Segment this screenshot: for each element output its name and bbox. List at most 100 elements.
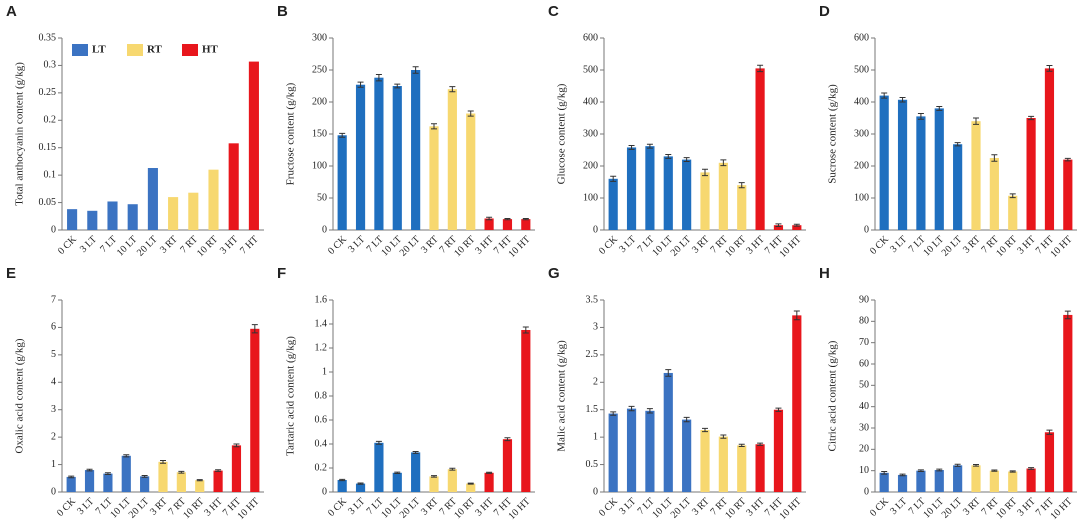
x-tick-label: 3 HT [473, 234, 496, 257]
bar [645, 146, 655, 230]
bar [147, 168, 158, 230]
error-bar [738, 443, 745, 447]
y-tick-label: 5 [51, 349, 56, 360]
error-bar [339, 478, 346, 482]
error-bar [793, 223, 800, 227]
bar [121, 455, 131, 492]
x-tick-label: 3 HT [218, 234, 241, 257]
bar [484, 218, 494, 230]
x-tick-label: 3 RT [690, 496, 712, 518]
y-tick-label: 200 [583, 160, 598, 171]
x-tick-label: 10 RT [195, 234, 220, 259]
bar [392, 472, 402, 492]
error-bar [1009, 193, 1016, 199]
y-tick-label: 1.4 [315, 318, 328, 329]
y-tick-label: 3 [51, 404, 56, 415]
bar [1008, 471, 1018, 492]
y-tick-label: 0 [51, 486, 56, 497]
x-tick-label: 20 LT [398, 496, 423, 521]
error-bar [973, 117, 979, 125]
bar [392, 86, 402, 230]
bar [755, 444, 765, 492]
bar [466, 483, 476, 492]
x-tick-label: 3 LT [617, 234, 638, 255]
panel-label: D [819, 3, 830, 20]
error-bar [954, 142, 961, 147]
y-tick-label: 0 [51, 224, 56, 235]
y-tick-label: 0.4 [315, 438, 328, 449]
bar [1026, 468, 1036, 492]
bar [250, 328, 260, 492]
error-bar [104, 472, 111, 475]
y-tick-label: 1 [322, 366, 327, 377]
x-tick-label: 10 LT [921, 234, 946, 259]
error-bar [683, 157, 690, 163]
y-tick-label: 1.5 [586, 404, 599, 415]
bar [608, 413, 618, 492]
x-tick-label: 10 HT [1049, 496, 1075, 522]
panel-label: C [548, 3, 559, 20]
error-bar [991, 154, 998, 162]
y-tick-label: 2.5 [586, 349, 599, 360]
y-tick-label: 200 [312, 96, 327, 107]
x-tick-label: 10 LT [379, 496, 404, 521]
bar [1063, 314, 1073, 492]
x-tick-label: 10 HT [507, 496, 533, 522]
y-tick-label: 1.2 [315, 342, 328, 353]
bar [879, 472, 889, 492]
y-tick-label: 70 [859, 337, 869, 348]
y-tick-label: 250 [312, 64, 327, 75]
bar [87, 210, 98, 230]
bar [718, 436, 728, 492]
y-tick-label: 0.5 [586, 459, 599, 470]
error-bar [775, 223, 782, 227]
panel-label: G [548, 265, 560, 282]
bar [989, 158, 999, 230]
bar [127, 204, 138, 230]
legend-label: HT [202, 44, 219, 56]
error-bar [610, 175, 617, 182]
x-tick-label: 3 HT [744, 496, 767, 519]
bar [626, 147, 637, 230]
x-tick-label: 10 LT [650, 496, 675, 521]
x-tick-label: 20 LT [398, 234, 423, 259]
y-tick-label: 0 [593, 224, 598, 235]
y-axis-label: Tartaric acid content (g/kg) [285, 336, 297, 456]
bar [608, 178, 618, 230]
x-tick-label: 3 RT [158, 234, 180, 256]
error-bar [233, 443, 240, 448]
bar [337, 480, 347, 492]
bar [1008, 195, 1018, 230]
bar [228, 143, 239, 230]
bar [971, 121, 981, 230]
x-tick-label: 10 LT [379, 234, 404, 259]
bar [195, 480, 205, 492]
error-bar [431, 475, 437, 478]
bar [374, 442, 384, 492]
bar [176, 472, 186, 492]
y-axis-label: Malic acid content (g/kg) [556, 340, 568, 452]
error-bar [394, 83, 401, 89]
y-tick-label: 1 [51, 459, 56, 470]
x-tick-label: 3 HT [744, 234, 767, 257]
error-bar [720, 434, 727, 439]
error-bar [467, 482, 474, 485]
x-tick-label: 3 HT [1015, 234, 1038, 257]
bar [521, 330, 531, 492]
x-tick-label: 20 LT [135, 234, 160, 259]
bar [682, 159, 692, 230]
error-bar [412, 450, 419, 454]
x-tick-label: 0 CK [868, 233, 891, 256]
x-tick-label: 3 LT [346, 234, 367, 255]
error-bar [339, 132, 346, 138]
error-bar [467, 110, 474, 117]
x-tick-label: 10 RT [452, 496, 477, 521]
bar [700, 430, 710, 492]
y-tick-label: 0.3 [44, 60, 57, 71]
y-tick-label: 500 [583, 64, 598, 75]
legend-swatch [182, 44, 198, 56]
bar [67, 209, 78, 230]
bar [953, 144, 963, 230]
error-bar [1046, 429, 1053, 435]
